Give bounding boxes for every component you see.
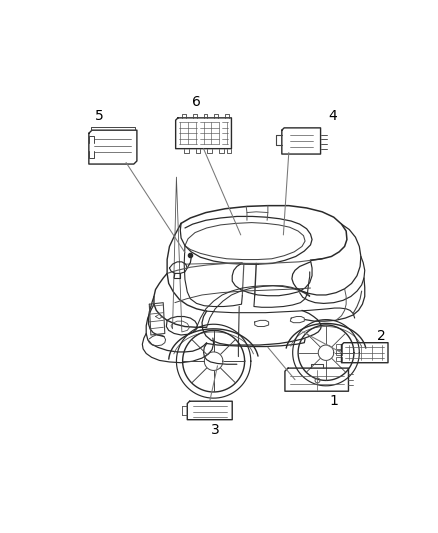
Text: 4: 4 xyxy=(328,109,336,123)
Bar xyxy=(336,344,342,349)
Bar xyxy=(336,350,342,355)
Bar xyxy=(336,357,342,361)
Text: 3: 3 xyxy=(211,423,219,437)
Text: 1: 1 xyxy=(329,394,338,408)
Text: 5: 5 xyxy=(95,109,104,123)
Text: 6: 6 xyxy=(192,95,201,109)
Text: 2: 2 xyxy=(378,329,386,343)
